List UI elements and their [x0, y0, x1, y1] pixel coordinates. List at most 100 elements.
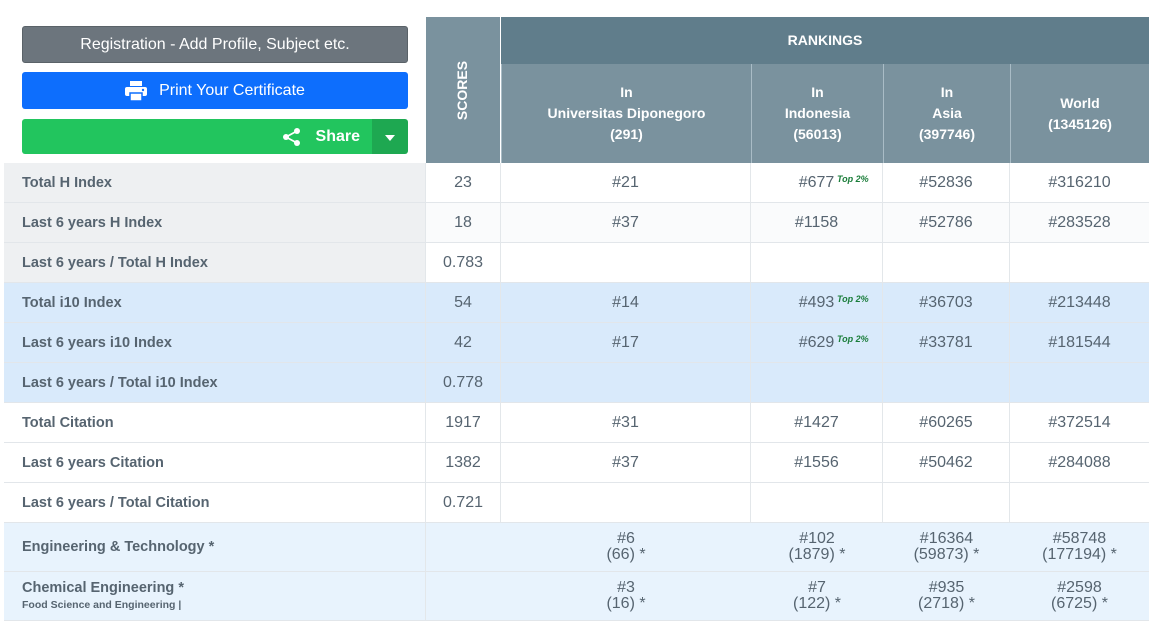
rank-value: #2598: [1057, 579, 1102, 596]
column-header-line: In: [811, 84, 824, 100]
printer-icon: [125, 80, 148, 101]
column-header-line: In: [940, 84, 954, 100]
row-label: Total Citation: [4, 403, 426, 442]
subject-label: Chemical Engineering *: [22, 579, 184, 596]
column-header-line: In: [620, 84, 633, 100]
score-value: 0.778: [426, 363, 501, 402]
table-row: Total Citation 1917 #31 #1427 #60265 #37…: [4, 403, 1149, 443]
score-value: 0.721: [426, 483, 501, 522]
subject-row: Chemical Engineering * Food Science and …: [4, 572, 1149, 621]
subject-rank-university: #3 (16) *: [501, 572, 751, 620]
subject-label-cell: Chemical Engineering * Food Science and …: [4, 572, 426, 620]
rank-value: #493: [798, 293, 835, 311]
subject-rank-world: #2598 (6725) *: [1010, 572, 1149, 620]
rank-value: #3: [617, 579, 635, 596]
top-percent-badge: Top 2%: [837, 174, 869, 184]
rank-region: [883, 363, 1010, 402]
score-value: 54: [426, 283, 501, 322]
row-label: Last 6 years H Index: [4, 203, 426, 242]
rank-total: (1879) *: [788, 546, 846, 563]
rank-world: #284088: [1048, 453, 1111, 471]
rank-university: [501, 363, 751, 402]
row-label: Last 6 years Citation: [4, 443, 426, 482]
rank-region: #36703: [883, 283, 1010, 322]
rank-country: #1427: [751, 403, 883, 442]
rank-world: [1010, 483, 1149, 522]
rank-total: (2718) *: [918, 595, 975, 612]
rank-world: #372514: [1048, 413, 1111, 431]
rankings-header-label: RANKINGS: [787, 32, 863, 48]
row-label: Total i10 Index: [4, 283, 426, 322]
subject-rank-world: #58748 (177194) *: [1010, 523, 1149, 571]
column-header-world: World (1345126): [1010, 64, 1149, 163]
row-label: Last 6 years / Total H Index: [4, 243, 426, 282]
rank-value: #629: [798, 333, 835, 351]
print-label: Print Your Certificate: [159, 81, 305, 99]
rank-university: #21: [501, 163, 751, 202]
column-header-line: Asia: [932, 105, 962, 121]
rank-country: [751, 243, 883, 282]
rank-university: #31: [501, 403, 751, 442]
rank-region: #60265: [883, 403, 1010, 442]
column-header-line: (1345126): [1048, 115, 1112, 132]
column-header-line: Universitas Diponegoro: [547, 105, 706, 121]
rank-value: #102: [799, 530, 835, 547]
top-percent-badge: Top 2%: [837, 294, 869, 304]
rank-value: #16364: [919, 530, 974, 547]
column-header-line: Indonesia: [784, 105, 851, 121]
share-dropdown-toggle[interactable]: [372, 119, 408, 154]
registration-button[interactable]: Registration - Add Profile, Subject etc.: [22, 26, 408, 63]
score-value: [426, 572, 501, 620]
table-row: Last 6 years / Total H Index 0.783: [4, 243, 1149, 283]
registration-label: Registration - Add Profile, Subject etc.: [80, 35, 350, 53]
rank-region: [883, 243, 1010, 282]
share-icon: [282, 127, 302, 147]
rank-country: #677 Top 2%: [751, 163, 883, 202]
caret-down-icon: [385, 128, 395, 146]
rank-world: [1010, 243, 1149, 282]
rank-world: #316210: [1048, 173, 1111, 191]
score-value: [426, 523, 501, 571]
column-header-line: (291): [610, 126, 643, 142]
top-percent-badge: Top 2%: [837, 334, 869, 344]
rank-country: [751, 483, 883, 522]
rank-world: #181544: [1048, 333, 1111, 351]
score-value: 0.783: [426, 243, 501, 282]
table-row: Last 6 years Citation 1382 #37 #1556 #50…: [4, 443, 1149, 483]
rank-value: #7: [808, 579, 826, 596]
rank-region: #52836: [883, 163, 1010, 202]
rank-university: #14: [501, 283, 751, 322]
column-header-university: In Universitas Diponegoro (291): [501, 64, 751, 163]
rank-region: #50462: [883, 443, 1010, 482]
rank-total: (177194) *: [1042, 546, 1117, 563]
rank-university: [501, 483, 751, 522]
rank-value: #58748: [1052, 530, 1107, 547]
row-label: Last 6 years / Total i10 Index: [4, 363, 426, 402]
column-header-line: World: [1060, 94, 1100, 111]
column-header-line: (56013): [793, 126, 842, 142]
table-row: Total H Index 23 #21 #677 Top 2% #52836 #…: [4, 163, 1149, 203]
rank-total: (122) *: [792, 595, 842, 612]
subject-row: Engineering & Technology * #6 (66) * #102…: [4, 523, 1149, 572]
row-label: Last 6 years i10 Index: [4, 323, 426, 362]
scores-header-label: SCORES: [454, 60, 471, 120]
print-certificate-button[interactable]: Print Your Certificate: [22, 72, 408, 109]
rank-university: #37: [501, 443, 751, 482]
rank-region: [883, 483, 1010, 522]
rankings-header: RANKINGS: [501, 17, 1149, 64]
rank-total: (16) *: [606, 595, 646, 612]
rank-value: #677: [798, 173, 835, 191]
rank-university: #17: [501, 323, 751, 362]
rank-country: #1158: [751, 203, 883, 242]
score-value: 18: [426, 203, 501, 242]
score-value: 23: [426, 163, 501, 202]
subject-label-cell: Engineering & Technology *: [4, 523, 426, 571]
table-row: Last 6 years / Total Citation 0.721: [4, 483, 1149, 523]
rank-value: #935: [928, 579, 965, 596]
row-label: Last 6 years / Total Citation: [4, 483, 426, 522]
rank-region: #33781: [883, 323, 1010, 362]
share-button[interactable]: Share: [22, 119, 372, 154]
score-value: 1382: [426, 443, 501, 482]
rank-region: #52786: [883, 203, 1010, 242]
rank-country: [751, 363, 883, 402]
